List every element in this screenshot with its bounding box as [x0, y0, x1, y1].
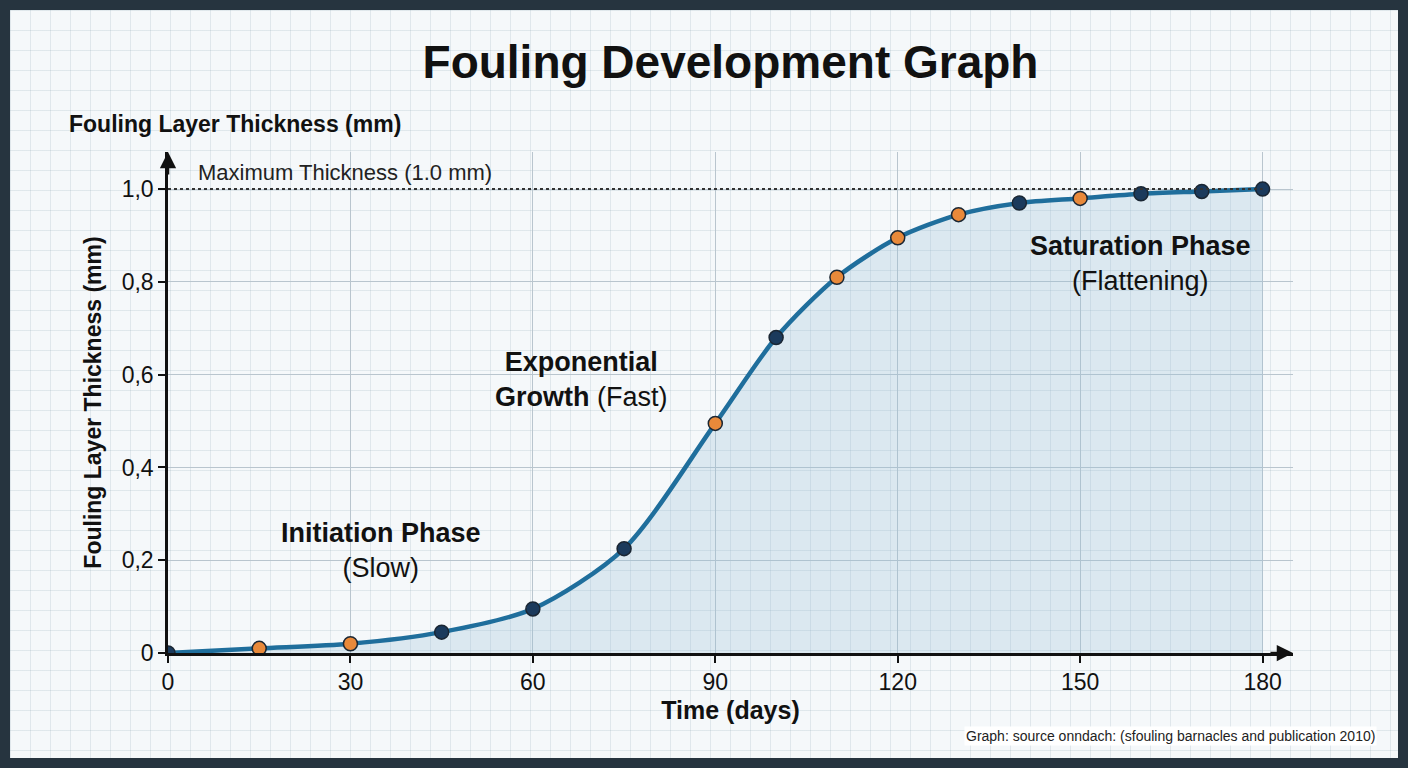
svg-text:Initiation Phase(Slow): Initiation Phase(Slow): [281, 518, 481, 583]
svg-text:Fouling Development Graph: Fouling Development Graph: [423, 36, 1039, 88]
svg-text:ExponentialGrowth (Fast): ExponentialGrowth (Fast): [495, 347, 668, 412]
svg-text:Maximum Thickness (1.0 mm): Maximum Thickness (1.0 mm): [198, 160, 492, 185]
svg-text:Graph: source onndach: (sfouli: Graph: source onndach: (sfouling barnacl…: [966, 728, 1375, 744]
svg-text:180: 180: [1243, 669, 1281, 695]
svg-text:0,8: 0,8: [122, 269, 154, 295]
svg-text:0: 0: [141, 640, 154, 666]
svg-text:0,6: 0,6: [122, 362, 154, 388]
svg-text:60: 60: [520, 669, 546, 695]
svg-text:Fouling Layer Thickness (mm): Fouling Layer Thickness (mm): [69, 111, 401, 137]
svg-text:0,4: 0,4: [122, 454, 154, 480]
svg-text:Time (days): Time (days): [661, 696, 799, 724]
svg-text:0,2: 0,2: [122, 547, 154, 573]
svg-text:120: 120: [879, 669, 917, 695]
svg-text:30: 30: [338, 669, 364, 695]
svg-text:1,0: 1,0: [122, 176, 154, 202]
svg-text:150: 150: [1061, 669, 1099, 695]
svg-text:90: 90: [703, 669, 729, 695]
svg-text:0: 0: [162, 669, 175, 695]
svg-text:Saturation Phase(Flattening): Saturation Phase(Flattening): [1030, 231, 1251, 296]
svg-text:Fouling Layer Thickness (mm): Fouling Layer Thickness (mm): [80, 236, 106, 568]
